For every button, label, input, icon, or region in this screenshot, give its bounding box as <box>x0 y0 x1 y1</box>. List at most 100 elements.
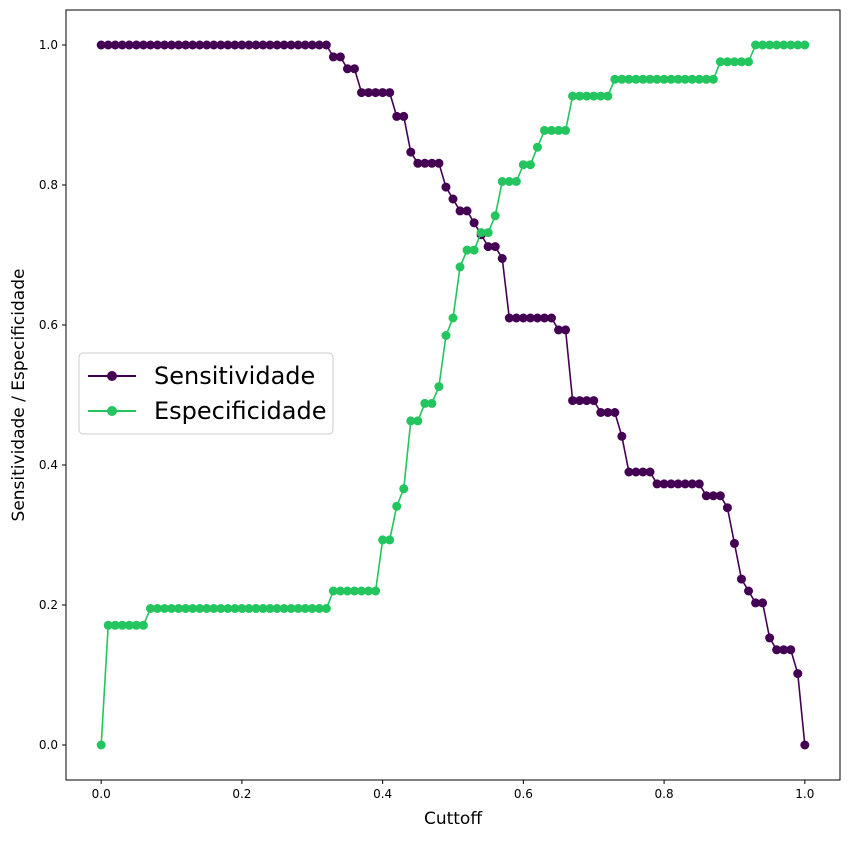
data-point-sensitividade <box>772 645 782 655</box>
data-point-especificidade <box>314 604 324 613</box>
data-point-sensitividade <box>532 313 542 323</box>
data-point-especificidade <box>167 604 177 613</box>
data-point-sensitividade <box>244 40 254 50</box>
legend-label-sensitividade: Sensitividade <box>154 362 315 390</box>
data-point-especificidade <box>216 604 226 613</box>
data-point-especificidade <box>103 620 113 630</box>
data-point-sensitividade <box>659 479 669 489</box>
data-point-sensitividade <box>392 111 402 121</box>
data-point-sensitividade <box>469 218 479 228</box>
data-point-especificidade <box>117 620 127 630</box>
data-point-sensitividade <box>568 396 578 406</box>
data-point-especificidade <box>765 40 775 50</box>
data-point-especificidade <box>490 211 500 221</box>
data-point-sensitividade <box>131 40 141 50</box>
data-point-sensitividade <box>744 586 754 596</box>
data-point-sensitividade <box>793 669 803 679</box>
data-point-sensitividade <box>736 574 746 584</box>
data-point-sensitividade <box>758 598 768 608</box>
data-point-sensitividade <box>547 313 557 323</box>
data-point-especificidade <box>483 228 493 238</box>
data-point-sensitividade <box>237 40 247 50</box>
data-point-sensitividade <box>518 313 528 323</box>
data-point-especificidade <box>603 91 613 101</box>
data-point-especificidade <box>666 74 676 84</box>
data-point-especificidade <box>610 74 620 84</box>
x-tick-label: 0.6 <box>514 787 533 801</box>
data-point-especificidade <box>392 501 402 511</box>
legend-marker-sensitividade <box>107 371 117 381</box>
data-point-sensitividade <box>160 40 170 50</box>
data-point-especificidade <box>680 74 690 84</box>
data-point-sensitividade <box>575 396 585 406</box>
data-point-especificidade <box>230 604 240 613</box>
x-tick-label: 0.8 <box>655 787 674 801</box>
data-point-sensitividade <box>680 479 690 489</box>
data-point-especificidade <box>568 91 578 101</box>
data-point-sensitividade <box>722 503 732 513</box>
data-point-sensitividade <box>385 88 395 98</box>
data-point-sensitividade <box>314 40 324 50</box>
data-point-sensitividade <box>103 40 113 50</box>
legend: Sensitividade Especificidade <box>78 352 334 435</box>
data-point-especificidade <box>547 125 557 135</box>
data-point-sensitividade <box>786 645 796 655</box>
y-tick-label: 0.6 <box>39 318 58 332</box>
series-sensitividade <box>96 40 810 750</box>
data-point-sensitividade <box>779 645 789 655</box>
data-point-sensitividade <box>701 491 711 501</box>
data-point-sensitividade <box>364 88 374 98</box>
data-point-sensitividade <box>589 396 599 406</box>
data-point-sensitividade <box>504 313 514 323</box>
data-point-especificidade <box>131 620 141 630</box>
data-point-sensitividade <box>511 313 521 323</box>
data-point-sensitividade <box>230 40 240 50</box>
data-point-especificidade <box>237 604 247 613</box>
data-point-sensitividade <box>765 633 775 643</box>
data-point-sensitividade <box>357 88 367 98</box>
data-point-sensitividade <box>167 40 177 50</box>
data-point-especificidade <box>335 586 345 596</box>
data-point-especificidade <box>589 91 599 101</box>
data-point-especificidade <box>258 604 268 613</box>
data-point-sensitividade <box>293 40 303 50</box>
data-point-especificidade <box>575 91 585 101</box>
data-point-sensitividade <box>708 491 718 501</box>
data-point-sensitividade <box>335 52 345 62</box>
data-point-sensitividade <box>624 467 634 477</box>
data-point-sensitividade <box>124 40 134 50</box>
data-point-especificidade <box>96 740 106 750</box>
data-point-especificidade <box>321 604 331 613</box>
data-point-sensitividade <box>694 479 704 489</box>
data-point-sensitividade <box>631 467 641 477</box>
data-point-especificidade <box>694 74 704 84</box>
data-point-especificidade <box>561 125 571 135</box>
data-point-sensitividade <box>399 111 409 121</box>
data-point-especificidade <box>624 74 634 84</box>
data-point-especificidade <box>420 398 430 408</box>
data-point-especificidade <box>279 604 289 613</box>
plot-frame <box>65 9 841 781</box>
data-point-especificidade <box>272 604 282 613</box>
data-point-sensitividade <box>582 396 592 406</box>
data-point-especificidade <box>786 40 796 50</box>
data-point-sensitividade <box>441 182 451 192</box>
data-point-especificidade <box>110 620 120 630</box>
data-point-sensitividade <box>286 40 296 50</box>
data-point-sensitividade <box>138 40 148 50</box>
x-axis-label: Cuttoff <box>424 809 483 829</box>
y-tick-label: 0.8 <box>39 178 58 192</box>
y-axis-ticks: 0.0 0.2 0.4 0.6 0.8 1.0 <box>39 38 66 752</box>
data-point-especificidade <box>659 74 669 84</box>
data-point-especificidade <box>525 160 535 170</box>
data-point-sensitividade <box>617 431 627 441</box>
series-especificidade <box>96 40 810 750</box>
data-point-sensitividade <box>687 479 697 489</box>
data-point-sensitividade <box>420 158 430 168</box>
data-point-especificidade <box>181 604 191 613</box>
data-point-especificidade <box>202 604 212 613</box>
data-point-sensitividade <box>300 40 310 50</box>
data-point-especificidade <box>406 416 416 426</box>
data-point-sensitividade <box>307 40 317 50</box>
